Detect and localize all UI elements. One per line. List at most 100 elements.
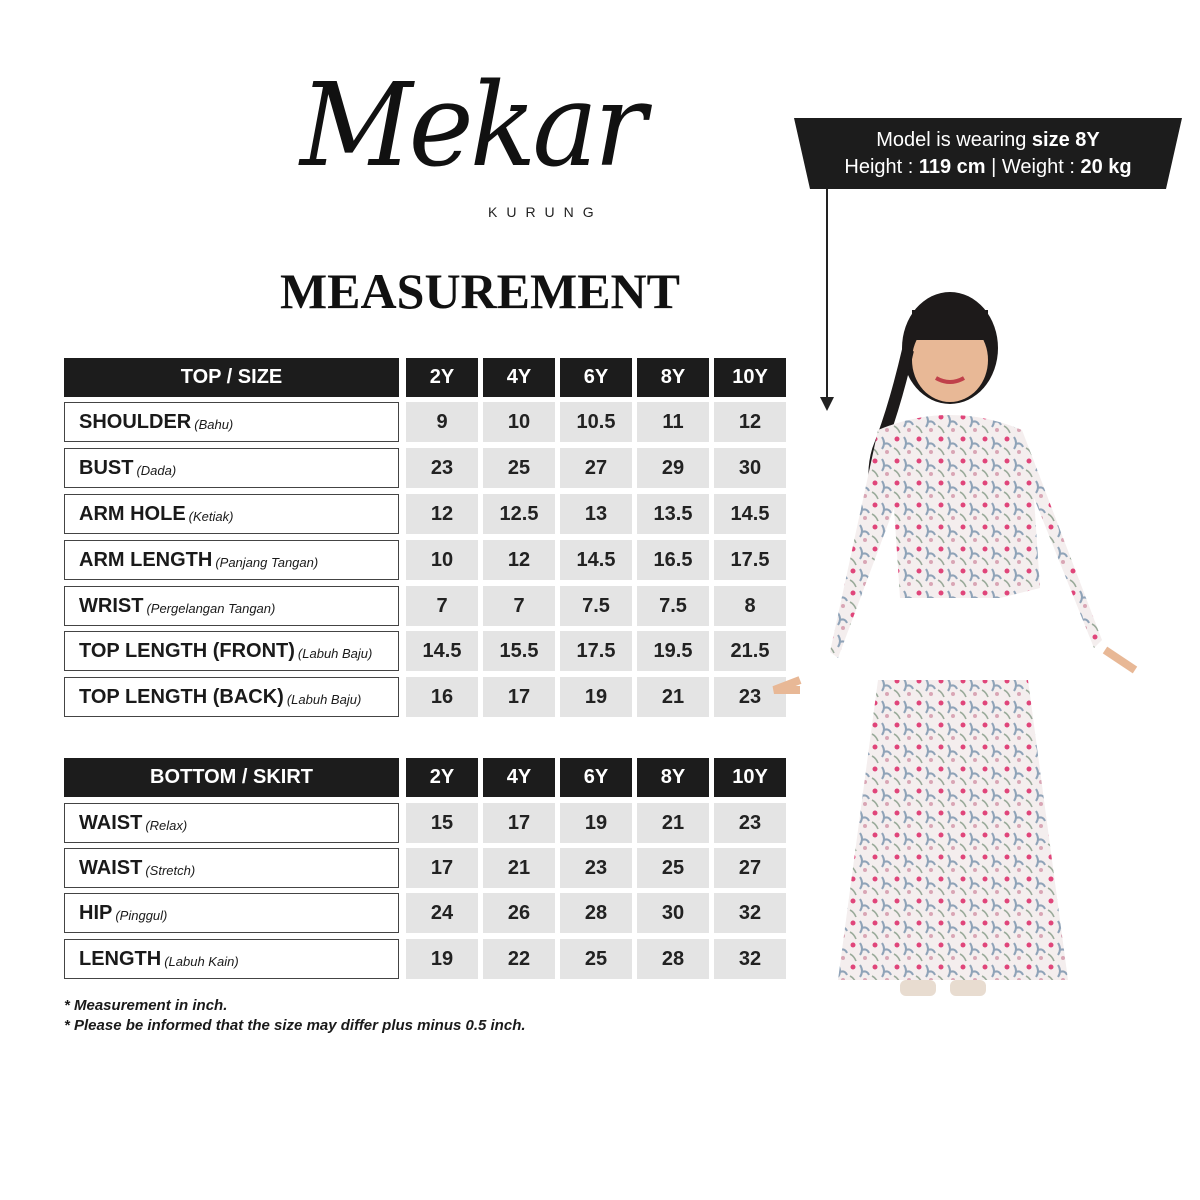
- value-cell: 23: [714, 803, 786, 843]
- value-cell: 10.5: [560, 402, 632, 442]
- value-cell: 17: [406, 848, 478, 888]
- value-cell: 14.5: [406, 631, 478, 671]
- measure-translation: (Panjang Tangan): [215, 555, 319, 570]
- row-label: LENGTH (Labuh Kain): [64, 939, 399, 979]
- measure-translation: (Relax): [145, 818, 188, 833]
- height-label: Height :: [844, 156, 919, 178]
- value-cell: 30: [637, 893, 709, 933]
- value-cell: 15: [406, 803, 478, 843]
- separator: |: [985, 156, 1002, 178]
- row-label: WAIST (Relax): [64, 803, 399, 843]
- size-header-2Y: 2Y: [406, 358, 478, 397]
- value-cell: 17.5: [714, 540, 786, 580]
- value-cell: 10: [483, 402, 555, 442]
- row-label: HIP (Pinggul): [64, 893, 399, 933]
- brand-logo-sub: KURUNG: [488, 204, 603, 220]
- value-cell: 16.5: [637, 540, 709, 580]
- measure-name: TOP LENGTH (BACK): [79, 685, 284, 708]
- value-cell: 29: [637, 448, 709, 488]
- value-cell: 14.5: [560, 540, 632, 580]
- size-header-8Y: 8Y: [637, 358, 709, 397]
- value-cell: 23: [560, 848, 632, 888]
- row-label: TOP LENGTH (FRONT) (Labuh Baju): [64, 631, 399, 671]
- value-cell: 28: [560, 893, 632, 933]
- value-cell: 12.5: [483, 494, 555, 534]
- model-size-label: Model is wearing: [876, 129, 1032, 151]
- note-tolerance: * Please be informed that the size may d…: [64, 1017, 526, 1034]
- row-label: BUST (Dada): [64, 448, 399, 488]
- model-info-banner: [794, 118, 1182, 189]
- measure-name: ARM LENGTH: [79, 548, 213, 571]
- measure-name: ARM HOLE: [79, 502, 186, 525]
- value-cell: 32: [714, 939, 786, 979]
- value-cell: 12: [483, 540, 555, 580]
- value-cell: 15.5: [483, 631, 555, 671]
- row-label: ARM LENGTH (Panjang Tangan): [64, 540, 399, 580]
- value-cell: 25: [637, 848, 709, 888]
- value-cell: 12: [406, 494, 478, 534]
- value-cell: 23: [406, 448, 478, 488]
- model-photo: [772, 292, 1138, 996]
- value-cell: 27: [714, 848, 786, 888]
- brand-logo: Mekar: [300, 57, 647, 193]
- size-header-6Y: 6Y: [560, 358, 632, 397]
- value-cell: 9: [406, 402, 478, 442]
- size-header-2Y: 2Y: [406, 758, 478, 797]
- model-info-text: Model is wearing size 8Y Height : 119 cm…: [794, 127, 1182, 181]
- value-cell: 11: [637, 402, 709, 442]
- value-cell: 32: [714, 893, 786, 933]
- measure-translation: (Ketiak): [188, 509, 234, 524]
- value-cell: 13.5: [637, 494, 709, 534]
- value-cell: 19.5: [637, 631, 709, 671]
- value-cell: 17.5: [560, 631, 632, 671]
- size-header-4Y: 4Y: [483, 358, 555, 397]
- pointer-line: [826, 189, 828, 401]
- weight-label: Weight :: [1001, 156, 1081, 178]
- size-header-10Y: 10Y: [714, 358, 786, 397]
- measure-translation: (Labuh Baju): [286, 692, 362, 707]
- value-cell: 10: [406, 540, 478, 580]
- value-cell: 21: [637, 803, 709, 843]
- value-cell: 24: [406, 893, 478, 933]
- value-cell: 22: [483, 939, 555, 979]
- height-value: 119 cm: [918, 156, 986, 178]
- size-header-6Y: 6Y: [560, 758, 632, 797]
- measure-name: TOP LENGTH (FRONT): [79, 639, 295, 662]
- value-cell: 12: [714, 402, 786, 442]
- size-header-10Y: 10Y: [714, 758, 786, 797]
- size-header-8Y: 8Y: [637, 758, 709, 797]
- value-cell: 19: [560, 677, 632, 717]
- value-cell: 7: [483, 586, 555, 626]
- value-cell: 23: [714, 677, 786, 717]
- value-cell: 25: [560, 939, 632, 979]
- bottom_table-header: BOTTOM / SKIRT: [64, 758, 399, 797]
- value-cell: 30: [714, 448, 786, 488]
- measure-translation: (Bahu): [194, 417, 234, 432]
- value-cell: 13: [560, 494, 632, 534]
- weight-value: 20 kg: [1080, 156, 1132, 178]
- top_table-header: TOP / SIZE: [64, 358, 399, 397]
- row-label: SHOULDER (Bahu): [64, 402, 399, 442]
- measure-name: SHOULDER: [79, 410, 192, 433]
- size-header-4Y: 4Y: [483, 758, 555, 797]
- value-cell: 7.5: [637, 586, 709, 626]
- measure-name: WAIST: [79, 856, 143, 879]
- measure-name: LENGTH: [79, 947, 162, 970]
- measure-translation: (Dada): [136, 463, 177, 478]
- value-cell: 16: [406, 677, 478, 717]
- value-cell: 17: [483, 803, 555, 843]
- note-unit: * Measurement in inch.: [64, 997, 228, 1014]
- value-cell: 26: [483, 893, 555, 933]
- page-title: MEASUREMENT: [279, 263, 681, 319]
- model-size-value: size 8Y: [1031, 129, 1100, 151]
- row-label: WAIST (Stretch): [64, 848, 399, 888]
- value-cell: 27: [560, 448, 632, 488]
- value-cell: 17: [483, 677, 555, 717]
- arrow-down-icon: [820, 397, 834, 411]
- value-cell: 8: [714, 586, 786, 626]
- measure-name: BUST: [79, 456, 134, 479]
- value-cell: 7: [406, 586, 478, 626]
- value-cell: 28: [637, 939, 709, 979]
- measure-translation: (Pinggul): [115, 908, 168, 923]
- value-cell: 21.5: [714, 631, 786, 671]
